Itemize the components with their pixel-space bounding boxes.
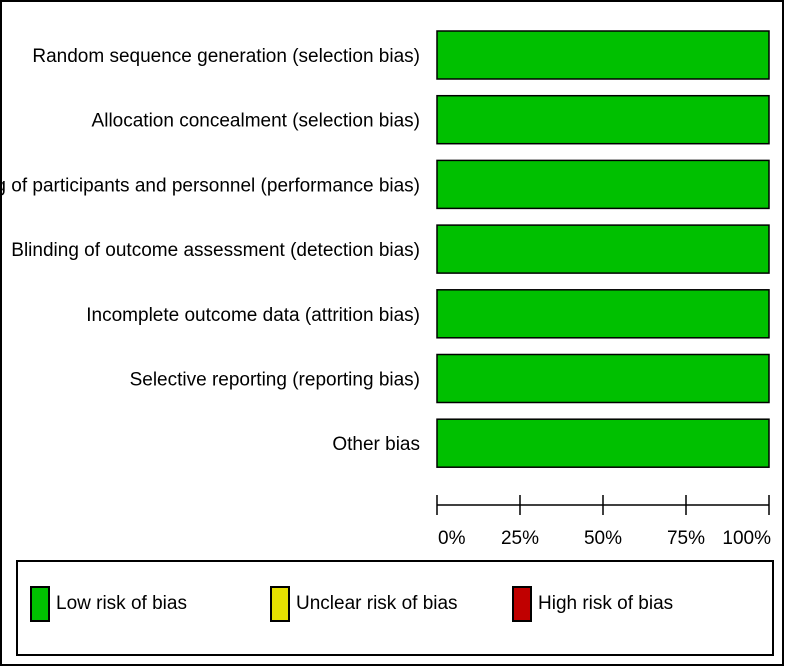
category-label-4: Incomplete outcome data (attrition bias) (86, 305, 420, 326)
legend-label-low: Low risk of bias (56, 593, 187, 614)
bar-low-0 (436, 30, 770, 80)
bar-low-5 (436, 353, 770, 404)
risk-of-bias-chart: Random sequence generation (selection bi… (2, 30, 771, 549)
bar-low-6 (436, 418, 770, 468)
category-label-6: Other bias (332, 434, 420, 455)
x-tick-label-1: 25% (501, 528, 539, 549)
legend-swatch-unclear (270, 586, 290, 622)
bar-low-3 (436, 224, 770, 274)
category-labels: Random sequence generation (selection bi… (2, 46, 420, 455)
category-label-3: Blinding of outcome assessment (detectio… (11, 240, 420, 261)
legend-item-high: High risk of bias (512, 584, 673, 624)
x-tick-label-3: 75% (667, 528, 705, 549)
bar-low-1 (436, 94, 770, 145)
category-label-2: Blinding of participants and personnel (… (2, 175, 420, 196)
legend-swatch-high (512, 586, 532, 622)
x-tick-label-4: 100% (722, 528, 771, 549)
legend-swatch-low (30, 586, 50, 622)
x-axis: 0% 25% 50% 75% 100% (436, 495, 771, 549)
bars-layer (436, 30, 770, 468)
legend-item-unclear: Unclear risk of bias (270, 584, 458, 624)
x-tick-label-2: 50% (584, 528, 622, 549)
legend-item-low: Low risk of bias (30, 584, 187, 624)
category-label-0: Random sequence generation (selection bi… (32, 46, 420, 67)
bar-low-4 (436, 289, 770, 339)
legend-label-high: High risk of bias (538, 593, 674, 614)
category-label-5: Selective reporting (reporting bias) (130, 370, 420, 391)
legend: Low risk of bias Unclear risk of bias Hi… (16, 560, 774, 656)
category-label-1: Allocation concealment (selection bias) (92, 111, 420, 132)
legend-label-unclear: Unclear risk of bias (296, 593, 458, 614)
x-tick-label-0: 0% (438, 528, 466, 549)
bar-low-2 (436, 159, 770, 210)
